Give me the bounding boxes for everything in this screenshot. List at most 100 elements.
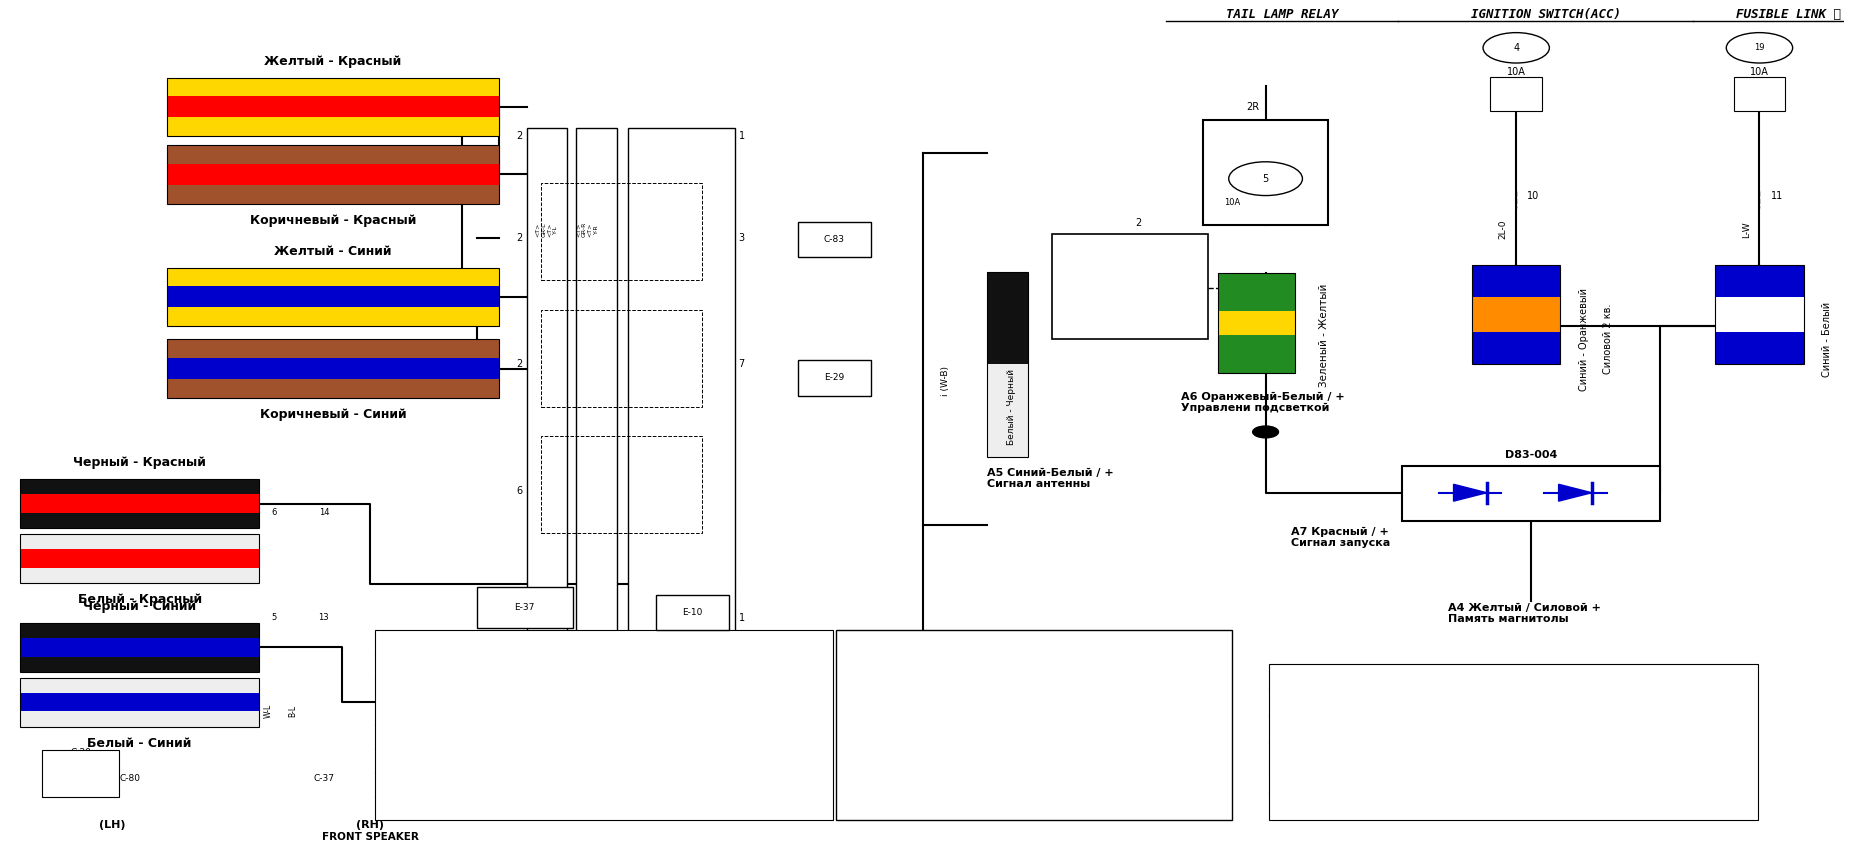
- Text: E-29: E-29: [824, 374, 844, 382]
- Text: SWITCH: SWITCH: [1109, 303, 1150, 313]
- Text: 2: 2: [518, 131, 523, 141]
- Text: Белый - Синий: Белый - Синий: [87, 737, 191, 750]
- Bar: [1473, 265, 1560, 296]
- Text: C-37: C-37: [313, 773, 334, 783]
- Bar: [167, 78, 499, 97]
- Text: C-80: C-80: [121, 773, 141, 783]
- Text: IGNITION SWITCH(ACC): IGNITION SWITCH(ACC): [1471, 8, 1621, 20]
- Text: 14: 14: [319, 507, 328, 517]
- Text: 10: 10: [1527, 191, 1540, 201]
- Text: 3: 3: [738, 233, 744, 243]
- Text: : Переключатель управления освещением автомобиля: : Переключатель управления освещением ав…: [1467, 750, 1688, 760]
- Text: O:Orange: O:Orange: [1048, 699, 1091, 707]
- Bar: [20, 513, 260, 529]
- Bar: [20, 623, 260, 638]
- Bar: [20, 656, 260, 672]
- Text: 10A: 10A: [1224, 198, 1241, 207]
- Text: G:Light green: G:Light green: [1048, 677, 1109, 685]
- Text: B4: B4: [382, 709, 393, 718]
- Text: Для 3-полосного кроссовера: Среднечастотный динамик (левый): Для 3-полосного кроссовера: Среднечастот…: [555, 757, 796, 765]
- Bar: [20, 567, 260, 583]
- Bar: [542, 309, 701, 407]
- Bar: [167, 146, 499, 164]
- Bar: [167, 268, 499, 326]
- Text: A4: A4: [1276, 699, 1287, 707]
- Text: V:Violet: V:Violet: [1048, 786, 1081, 795]
- Text: i (W-B): i (W-B): [940, 366, 950, 396]
- Text: D83-004: D83-004: [1504, 450, 1556, 460]
- Bar: [1217, 335, 1295, 373]
- Bar: [20, 693, 260, 711]
- Bar: [20, 711, 260, 727]
- Bar: [43, 750, 119, 797]
- Bar: [167, 379, 499, 398]
- Text: 19: 19: [1755, 43, 1764, 53]
- Bar: [20, 534, 260, 550]
- Text: <T>
GR-L
<T>
Y-L: <T> GR-L <T> Y-L: [536, 222, 558, 236]
- Text: Желтый - Синий: Желтый - Синий: [275, 245, 391, 257]
- Text: Передний динамик (левый): Передний динамик (левый): [555, 734, 655, 740]
- Polygon shape: [1454, 484, 1486, 501]
- Bar: [1052, 234, 1208, 339]
- Bar: [167, 358, 499, 379]
- Text: L:Blue: L:Blue: [1048, 721, 1076, 729]
- Bar: [167, 286, 499, 307]
- Text: A8: A8: [1276, 803, 1287, 811]
- Bar: [20, 479, 260, 495]
- Text: 10A: 10A: [1749, 68, 1770, 77]
- Bar: [542, 436, 701, 534]
- Text: (RH): (RH): [725, 642, 751, 652]
- Bar: [798, 360, 872, 396]
- Bar: [1716, 296, 1803, 332]
- Text: HALF: HALF: [1176, 324, 1196, 333]
- Text: 3: 3: [920, 639, 926, 649]
- Bar: [20, 638, 260, 656]
- Text: 1: 1: [738, 131, 744, 141]
- Text: (RH): (RH): [356, 820, 384, 829]
- Text: (LH): (LH): [98, 820, 124, 829]
- Text: Синий - Оранжевый: Синий - Оранжевый: [1579, 288, 1590, 390]
- Text: Для 3-полосного кроссовера: Среднечастотный динамик (правый): Для 3-полосного кроссовера: Среднечастот…: [555, 710, 800, 717]
- Text: A7: A7: [1276, 777, 1287, 786]
- Text: Синий/белый: Синий/белый: [1350, 725, 1408, 734]
- Text: B7: B7: [382, 780, 393, 789]
- Text: Черный - Красный: Черный - Красный: [72, 456, 206, 469]
- Bar: [20, 534, 260, 583]
- Bar: [1217, 311, 1295, 335]
- Text: Силовой 2 кв.: Силовой 2 кв.: [1603, 304, 1612, 374]
- Text: A6: A6: [1276, 750, 1287, 760]
- Circle shape: [1252, 426, 1278, 438]
- Text: C-20: C-20: [70, 748, 91, 757]
- Text: Y:Yellow: Y:Yellow: [1048, 764, 1083, 773]
- Bar: [20, 550, 260, 567]
- Text: Контакт: Контакт: [1276, 673, 1317, 682]
- Bar: [1217, 274, 1295, 373]
- Text: Серый ⊕: Серый ⊕: [430, 685, 466, 695]
- Text: C-83: C-83: [824, 235, 844, 244]
- Text: REAR SPEAKER: REAR SPEAKER: [694, 659, 783, 669]
- Text: ANTENNA: ANTENNA: [1104, 284, 1154, 293]
- Text: FULL: FULL: [1055, 324, 1074, 333]
- Bar: [542, 183, 701, 280]
- Text: Цвет и функция: Цвет и функция: [1467, 673, 1532, 682]
- Text: B6: B6: [382, 756, 393, 766]
- Text: 6: 6: [518, 486, 523, 496]
- Bar: [1490, 77, 1542, 111]
- Bar: [1202, 119, 1328, 225]
- Text: B-L: B-L: [288, 705, 297, 717]
- Text: Оранжевый/белый: Оранжевый/белый: [1350, 750, 1434, 760]
- Text: 2: 2: [1135, 219, 1141, 229]
- Text: E-10: E-10: [683, 608, 703, 617]
- Text: B1: B1: [382, 638, 393, 647]
- Bar: [527, 128, 568, 634]
- Text: A6 Оранжевый-Белый / +
Управлени подсветкой: A6 Оранжевый-Белый / + Управлени подсвет…: [1182, 391, 1345, 413]
- Bar: [477, 587, 573, 628]
- Text: G:Green: G:Green: [851, 721, 889, 729]
- Text: 5: 5: [1263, 174, 1269, 184]
- Text: B2: B2: [382, 662, 393, 671]
- Text: Для 3-полосного кроссовера: Высокочастотный динамик (левый): Для 3-полосного кроссовера: Высокочастот…: [555, 805, 796, 812]
- Bar: [20, 479, 260, 529]
- Text: Wire colour code: Wire colour code: [851, 642, 950, 652]
- Text: Красный: Красный: [1350, 777, 1389, 786]
- Text: SB:Sky blue: SB:Sky blue: [851, 808, 905, 817]
